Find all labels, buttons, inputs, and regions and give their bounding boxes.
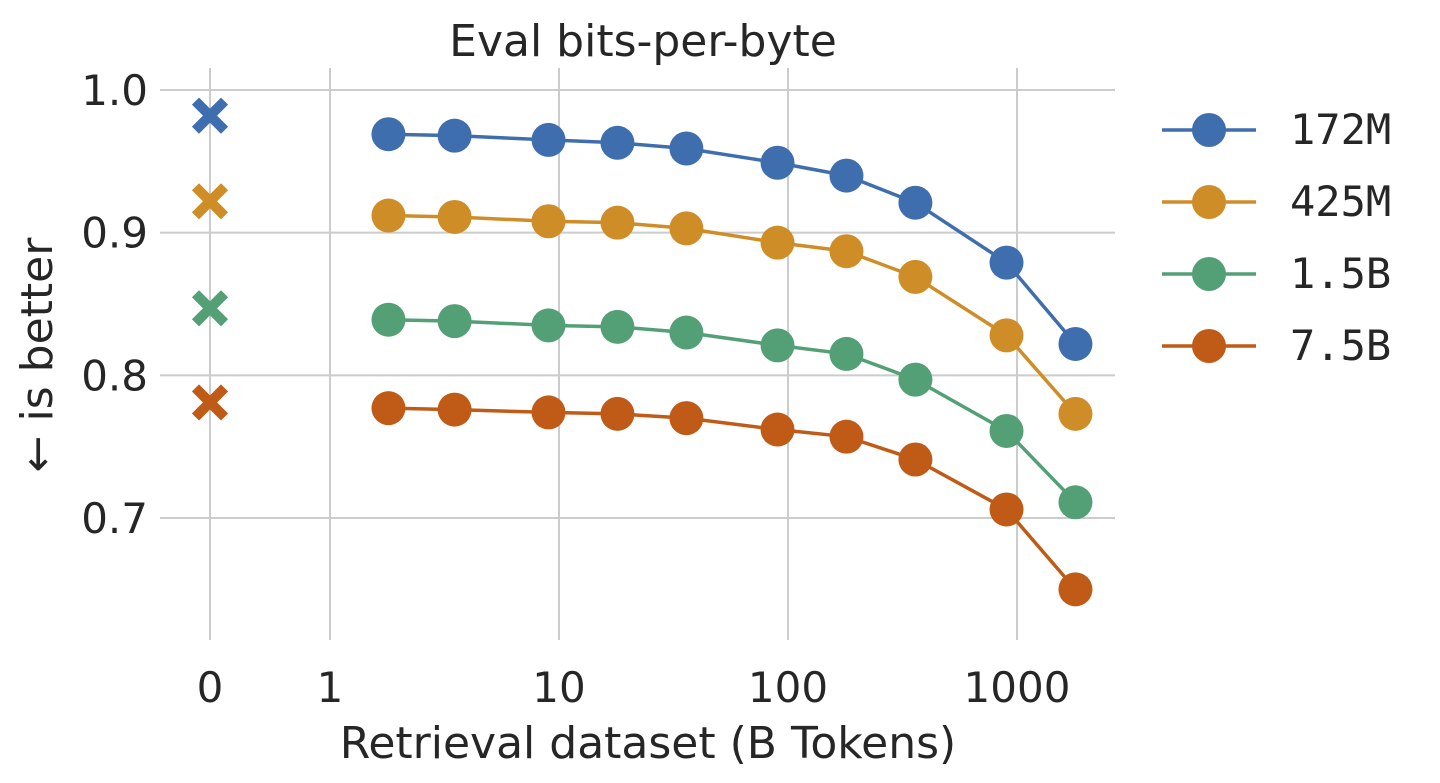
data-point	[600, 396, 635, 431]
data-point	[989, 492, 1024, 527]
data-point	[760, 145, 795, 180]
data-point	[829, 234, 864, 269]
legend-entry: 1.5B	[1162, 249, 1391, 298]
data-point	[760, 225, 795, 260]
data-point	[989, 413, 1024, 448]
data-point	[437, 118, 472, 153]
series-line	[388, 317, 1077, 504]
legend-marker	[1192, 185, 1226, 219]
series-line	[388, 132, 1077, 346]
y-tick-label: 0.8	[81, 351, 148, 400]
series-line	[388, 213, 1077, 416]
data-point	[1058, 485, 1093, 520]
data-point	[898, 362, 933, 397]
legend-marker	[1192, 329, 1226, 363]
data-point	[760, 412, 795, 447]
data-point	[829, 336, 864, 371]
legend-marker	[1192, 257, 1226, 291]
data-point	[1058, 326, 1093, 361]
x-tick-label: 1000	[964, 663, 1071, 712]
data-point	[531, 122, 566, 157]
series-7-5b	[191, 384, 1093, 607]
y-axis-label: ← is better	[12, 237, 63, 473]
y-tick-label: 1.0	[81, 66, 148, 115]
baseline-marker	[191, 384, 229, 421]
data-point	[989, 245, 1024, 280]
data-point	[531, 308, 566, 343]
legend-label: 172M	[1290, 105, 1391, 154]
data-point	[898, 259, 933, 294]
x-tick-label: 1	[317, 663, 344, 712]
y-tick-label: 0.9	[81, 209, 148, 258]
legend-entry: 172M	[1162, 105, 1391, 154]
baseline-marker	[191, 97, 229, 134]
data-point	[829, 158, 864, 193]
legend-entry: 425M	[1162, 177, 1391, 226]
data-point	[437, 392, 472, 427]
data-point	[669, 315, 704, 350]
data-point	[371, 117, 406, 152]
data-point	[760, 328, 795, 363]
data-point	[600, 205, 635, 240]
data-point	[531, 395, 566, 430]
data-point	[1058, 572, 1093, 607]
legend-entry: 7.5B	[1162, 321, 1391, 370]
legend-marker	[1192, 113, 1226, 147]
baseline-marker	[191, 290, 229, 327]
legend: 172M 425M 1.5B 7.5B	[1162, 105, 1391, 370]
tick-labels: 0 1 10 100 1000 1.0 0.9 0.8 0.7	[81, 66, 1070, 712]
x-tick-label: 10	[532, 663, 585, 712]
data-point	[669, 401, 704, 436]
y-tick-label: 0.7	[81, 494, 148, 543]
chart-title: Eval bits-per-byte	[449, 16, 837, 67]
data-point	[371, 391, 406, 426]
data-point	[829, 419, 864, 454]
series-1-5b	[191, 290, 1093, 520]
legend-label: 7.5B	[1290, 321, 1391, 370]
data-point	[1058, 396, 1093, 431]
series-172m	[191, 97, 1093, 361]
data-point	[437, 304, 472, 339]
series-line	[388, 406, 1077, 591]
data-point	[600, 125, 635, 160]
data-point	[669, 211, 704, 246]
legend-label: 1.5B	[1290, 249, 1391, 298]
data-point	[669, 131, 704, 166]
data-point	[371, 302, 406, 337]
series-425m	[191, 183, 1093, 431]
legend-label: 425M	[1290, 177, 1391, 226]
data-point	[371, 198, 406, 233]
baseline-marker	[191, 183, 229, 220]
data-point	[600, 309, 635, 344]
data-point	[898, 185, 933, 220]
data-point	[898, 442, 933, 477]
x-axis-label: Retrieval dataset (B Tokens)	[340, 718, 956, 769]
plot-area	[191, 97, 1093, 607]
data-point	[531, 204, 566, 239]
grid	[160, 68, 1115, 640]
data-point	[989, 318, 1024, 353]
x-tick-label: 0	[197, 663, 224, 712]
data-point	[437, 199, 472, 234]
x-tick-label: 100	[748, 663, 828, 712]
